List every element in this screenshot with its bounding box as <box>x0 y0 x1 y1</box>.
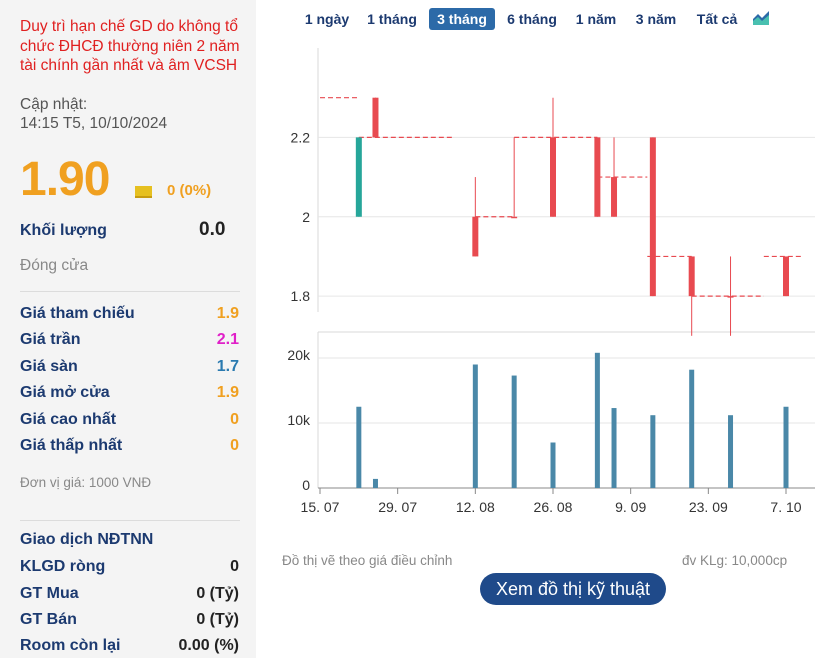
volume-bar <box>594 352 600 488</box>
volume-label: Khối lượng <box>20 222 107 239</box>
divider <box>20 520 240 521</box>
stat-label: Giá trần <box>20 331 81 348</box>
x-tick-label: 7. 10 <box>770 499 801 515</box>
quote-panel: Duy trì hạn chế GD do không tổ chức ĐHCĐ… <box>0 0 256 658</box>
stat-label: Giá thấp nhất <box>20 437 123 454</box>
price-unit-note: Đơn vị giá: 1000 VNĐ <box>20 475 152 490</box>
tab-1-month[interactable]: 1 tháng <box>367 11 417 27</box>
volume-tick-label: 10k <box>287 412 311 428</box>
foreign-value: 0 <box>230 558 239 575</box>
candle-body <box>611 177 618 217</box>
x-tick-label: 23. 09 <box>689 499 728 515</box>
tab-3-years[interactable]: 3 năm <box>635 11 677 27</box>
volume-bar <box>689 369 695 488</box>
stat-label: Giá tham chiếu <box>20 305 135 322</box>
volume-bar <box>472 364 478 488</box>
candle-body <box>688 256 695 297</box>
candle-body <box>783 256 789 297</box>
stat-value: 0 <box>230 411 239 428</box>
candle-body <box>355 137 362 217</box>
stat-floor-price: Giá sàn 1.7 <box>20 358 239 378</box>
divider <box>20 291 240 292</box>
tab-all[interactable]: Tất cả <box>696 11 738 27</box>
foreign-trading-title: Giao dịch NĐTNN <box>20 531 154 548</box>
stat-low-price: Giá thấp nhất 0 <box>20 437 239 457</box>
foreign-label: GT Bán <box>20 611 77 628</box>
foreign-label: Room còn lại <box>20 637 121 654</box>
price-tick-label: 2.2 <box>291 129 311 145</box>
volume-bar <box>372 478 378 488</box>
unchanged-flag-icon <box>135 186 152 198</box>
stat-value: 1.7 <box>216 358 239 375</box>
update-time: 14:15 T5, 10/10/2024 <box>20 115 168 132</box>
x-tick-label: 9. 09 <box>615 499 646 515</box>
foreign-label: KLGD ròng <box>20 558 106 575</box>
stat-value: 1.9 <box>216 305 239 322</box>
x-tick-label: 29. 07 <box>378 499 417 515</box>
period-tabs: 1 ngày 1 tháng 3 tháng 6 tháng 1 năm 3 n… <box>296 8 796 32</box>
volume-unit-note: đv KLg: 10,000cp <box>682 553 788 568</box>
trading-restriction-note: Duy trì hạn chế GD do không tổ chức ĐHCĐ… <box>20 18 240 74</box>
stat-reference-price: Giá tham chiếu 1.9 <box>20 305 239 325</box>
stat-value: 2.1 <box>216 331 239 348</box>
candle-body <box>649 137 656 297</box>
volume-value: 0.0 <box>199 219 226 240</box>
foreign-value: 0 (Tỷ) <box>196 585 239 602</box>
foreign-room-remaining: Room còn lại 0.00 (%) <box>20 637 239 657</box>
foreign-label: GT Mua <box>20 585 79 602</box>
candle-body <box>472 216 479 257</box>
volume-bar <box>728 415 734 488</box>
volume-bar <box>356 406 362 488</box>
stat-open-price: Giá mở cửa 1.9 <box>20 384 239 404</box>
volume-bar <box>783 406 789 488</box>
price-change: 0 (0%) <box>167 182 212 199</box>
x-tick-label: 26. 08 <box>534 499 573 515</box>
price-tick-label: 2 <box>302 209 310 225</box>
tab-1-day[interactable]: 1 ngày <box>304 11 350 27</box>
stat-value: 0 <box>230 437 239 454</box>
stat-high-price: Giá cao nhất 0 <box>20 411 239 431</box>
volume-bar <box>611 408 617 488</box>
x-tick-label: 12. 08 <box>456 499 495 515</box>
foreign-value: 0 (Tỷ) <box>196 611 239 628</box>
foreign-value: 0.00 (%) <box>178 637 239 654</box>
candle-body <box>727 296 734 298</box>
adjusted-price-note: Đồ thị vẽ theo giá điều chỉnh <box>282 553 453 568</box>
current-price: 1.90 <box>20 153 110 206</box>
tab-1-year[interactable]: 1 năm <box>575 11 617 27</box>
update-label: Cập nhật: <box>20 96 88 113</box>
close-label: Đóng cửa <box>20 257 89 274</box>
stat-label: Giá mở cửa <box>20 384 110 401</box>
price-volume-chart: 1.8 2 2.2 0 10k 20k 15. 07 29. 07 12. 08 26. 08 9.… <box>287 48 815 515</box>
volume-bar <box>650 415 656 488</box>
foreign-buy-value: GT Mua 0 (Tỷ) <box>20 585 239 605</box>
technical-chart-button[interactable]: Xem đồ thị kỹ thuật <box>480 573 666 605</box>
stat-label: Giá sàn <box>20 358 78 375</box>
candle-body <box>550 137 556 217</box>
volume-bar <box>550 442 556 488</box>
tab-6-months[interactable]: 6 tháng <box>507 11 557 27</box>
candle-body <box>511 216 518 219</box>
stat-ceiling-price: Giá trần 2.1 <box>20 331 239 351</box>
price-tick-label: 1.8 <box>291 288 311 304</box>
foreign-net-volume: KLGD ròng 0 <box>20 558 239 578</box>
volume-bar <box>511 375 517 488</box>
tab-3-months[interactable]: 3 tháng <box>429 8 495 30</box>
candle-body <box>372 97 379 138</box>
area-chart-icon[interactable] <box>752 9 770 27</box>
stat-label: Giá cao nhất <box>20 411 117 428</box>
foreign-sell-value: GT Bán 0 (Tỷ) <box>20 611 239 631</box>
volume-tick-label: 0 <box>302 477 310 493</box>
x-tick-label: 15. 07 <box>301 499 340 515</box>
candle-body <box>594 137 601 217</box>
volume-tick-label: 20k <box>287 347 311 363</box>
stat-value: 1.9 <box>216 384 239 401</box>
